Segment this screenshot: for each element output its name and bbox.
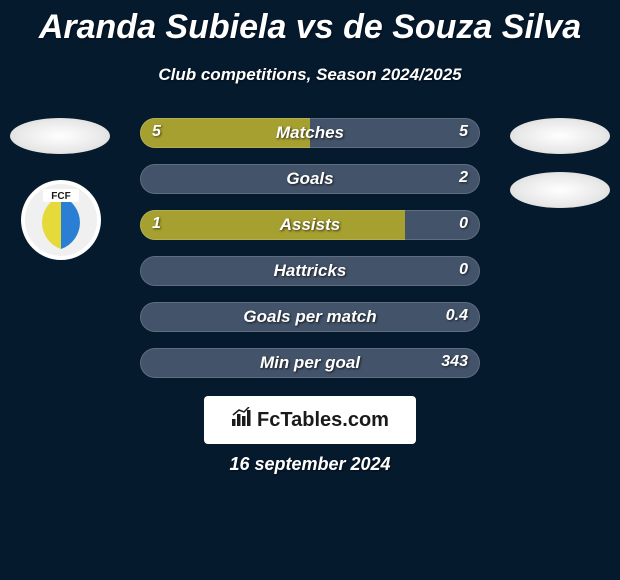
stat-row: 55Matches <box>0 118 620 148</box>
snapshot-date: 16 september 2024 <box>0 454 620 475</box>
stat-label: Matches <box>140 123 480 143</box>
comparison-title: Aranda Subiela vs de Souza Silva <box>0 0 620 47</box>
stat-row: 0Hattricks <box>0 256 620 286</box>
stat-row: 343Min per goal <box>0 348 620 378</box>
stat-label: Hattricks <box>140 261 480 281</box>
watermark-text: FcTables.com <box>257 409 389 432</box>
stat-row: 2Goals <box>0 164 620 194</box>
stat-label: Goals <box>140 169 480 189</box>
stat-row: 0.4Goals per match <box>0 302 620 332</box>
stat-row: 10Assists <box>0 210 620 240</box>
stats-chart: 55Matches 2Goals 10Assists 0Hattricks 0.4Goa… <box>0 118 620 394</box>
stat-label: Assists <box>140 215 480 235</box>
stat-label: Goals per match <box>140 307 480 327</box>
chart-icon <box>231 407 253 433</box>
watermark-badge: FcTables.com <box>204 396 416 444</box>
comparison-subtitle: Club competitions, Season 2024/2025 <box>0 65 620 85</box>
stat-label: Min per goal <box>140 353 480 373</box>
